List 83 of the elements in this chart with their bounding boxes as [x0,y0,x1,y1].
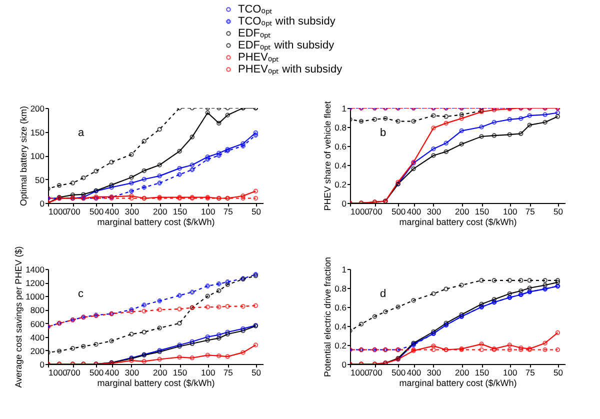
legend-label: TCOₒₚₜ with subsidy [238,16,336,28]
x-tick-label: 50 [553,206,564,216]
annotation: c [78,288,84,300]
x-tick-label: 300 [124,368,140,378]
y-tick-label: 0.8 [334,122,347,132]
y-tick-label: 0 [342,360,347,370]
x-tick-label: 200 [454,206,470,216]
x-tick-label: 150 [172,368,188,378]
y-tick-label: 0 [342,198,347,208]
y-tick-label: 1400 [26,264,45,274]
y-tick-label: 0.4 [334,322,347,332]
x-tick-label: 500 [391,206,406,216]
x-tick-label: 300 [426,206,442,216]
x-tick-label: 700 [66,368,81,378]
legend-label: PHEVₒₚₜ [238,52,280,64]
y-tick-label: 1200 [26,278,45,288]
y-tick-label: 0.6 [334,302,347,312]
x-tick-label: 1000 [350,206,370,216]
y-tick-label: 0.4 [334,160,347,170]
y-tick-label: 150 [30,127,45,138]
x-tick-label: 700 [368,206,383,216]
x-axis-title: marginal battery cost ($/kWh) [399,378,517,388]
y-tick-label: 1 [342,104,347,114]
legend-label: EDFₒₚₜ with subsidy [238,40,335,52]
x-tick-label: 100 [201,206,216,216]
x-tick-label: 400 [406,368,422,378]
x-tick-label: 300 [426,368,442,378]
x-tick-label: 1000 [48,206,68,216]
x-tick-label: 200 [152,368,168,378]
y-tick-label: 100 [30,151,45,161]
annotation: b [380,127,386,139]
y-tick-label: 600 [30,318,45,329]
x-axis-title: marginal battery cost ($/kWh) [399,217,517,227]
annotation: d [380,288,386,300]
y-tick-label: 0.2 [334,340,347,350]
x-tick-label: 500 [391,368,406,378]
y-tick-label: 800 [30,305,45,316]
x-tick-label: 100 [201,368,216,378]
y-axis-title: Potential electric drive fraction [322,256,333,378]
y-axis-title: Average cost savings per PHEV ($) [14,246,24,388]
x-tick-label: 1000 [48,368,68,378]
x-tick-label: 400 [406,206,422,216]
x-tick-label: 75 [525,206,536,216]
x-tick-label: 75 [223,368,234,378]
legend-label: EDFₒₚₜ [238,28,272,40]
x-axis-title: marginal battery cost ($/kWh) [97,378,215,388]
y-tick-label: 0 [40,360,45,370]
x-tick-label: 500 [89,206,104,216]
y-tick-label: 0.8 [334,284,347,294]
y-tick-label: 0 [40,198,45,208]
x-tick-label: 500 [89,368,104,378]
x-tick-label: 200 [454,368,470,378]
x-tick-label: 50 [553,368,564,378]
x-tick-label: 700 [368,368,383,378]
y-axis-title: PHEV share of vehicle fleet [322,100,333,211]
y-tick-label: 400 [30,332,45,342]
x-tick-label: 1000 [350,368,370,378]
x-tick-label: 150 [474,206,490,216]
y-tick-label: 0.2 [334,180,347,190]
x-tick-label: 700 [66,206,81,216]
x-tick-label: 200 [152,206,168,216]
x-tick-label: 100 [503,206,518,216]
x-tick-label: 300 [124,206,140,216]
y-tick-label: 0.6 [334,142,347,152]
legend-label: PHEVₒₚₜ with subsidy [238,64,343,76]
x-tick-label: 100 [503,368,518,378]
y-tick-label: 200 [30,104,45,114]
y-tick-label: 1000 [26,292,45,302]
y-tick-label: 200 [30,346,45,356]
y-tick-label: 1 [342,264,347,274]
x-axis-title: marginal battery cost ($/kWh) [97,217,215,227]
x-tick-label: 150 [474,368,490,378]
x-tick-label: 50 [251,368,262,378]
x-tick-label: 50 [251,206,262,216]
x-tick-label: 150 [172,206,188,216]
x-tick-label: 75 [223,206,234,216]
x-tick-label: 400 [104,368,120,378]
y-axis-title: Optimal battery size (km) [18,106,28,206]
y-tick-label: 50 [35,174,45,185]
x-tick-label: 400 [104,206,120,216]
annotation: a [78,127,85,139]
x-tick-label: 75 [525,368,536,378]
legend-label: TCOₒₚₜ [238,4,272,16]
